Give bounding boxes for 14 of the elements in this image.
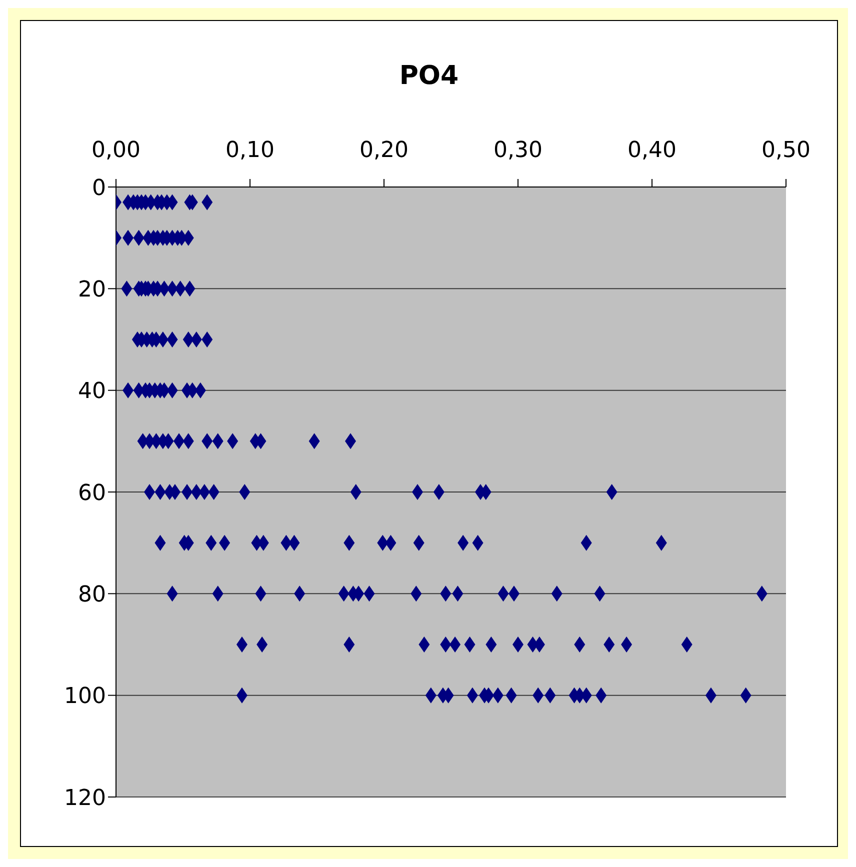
y-tick-label: 20 <box>78 277 106 302</box>
y-tick-label: 0 <box>92 176 106 201</box>
x-tick-label: 0,20 <box>360 138 408 163</box>
chart-title: PO4 <box>398 61 460 91</box>
y-tick-label: 40 <box>78 379 106 404</box>
x-tick-label: 0,30 <box>494 138 542 163</box>
y-tick-label: 100 <box>64 684 106 710</box>
x-tick-label: 0,50 <box>762 138 810 163</box>
y-tick-label: 120 <box>64 786 106 811</box>
y-tick-label: 60 <box>78 480 106 506</box>
y-tick-label: 80 <box>78 582 106 608</box>
x-tick-label: 0,00 <box>92 138 140 163</box>
x-tick-label: 0,40 <box>628 138 676 163</box>
x-tick-label: 0,10 <box>226 138 274 163</box>
